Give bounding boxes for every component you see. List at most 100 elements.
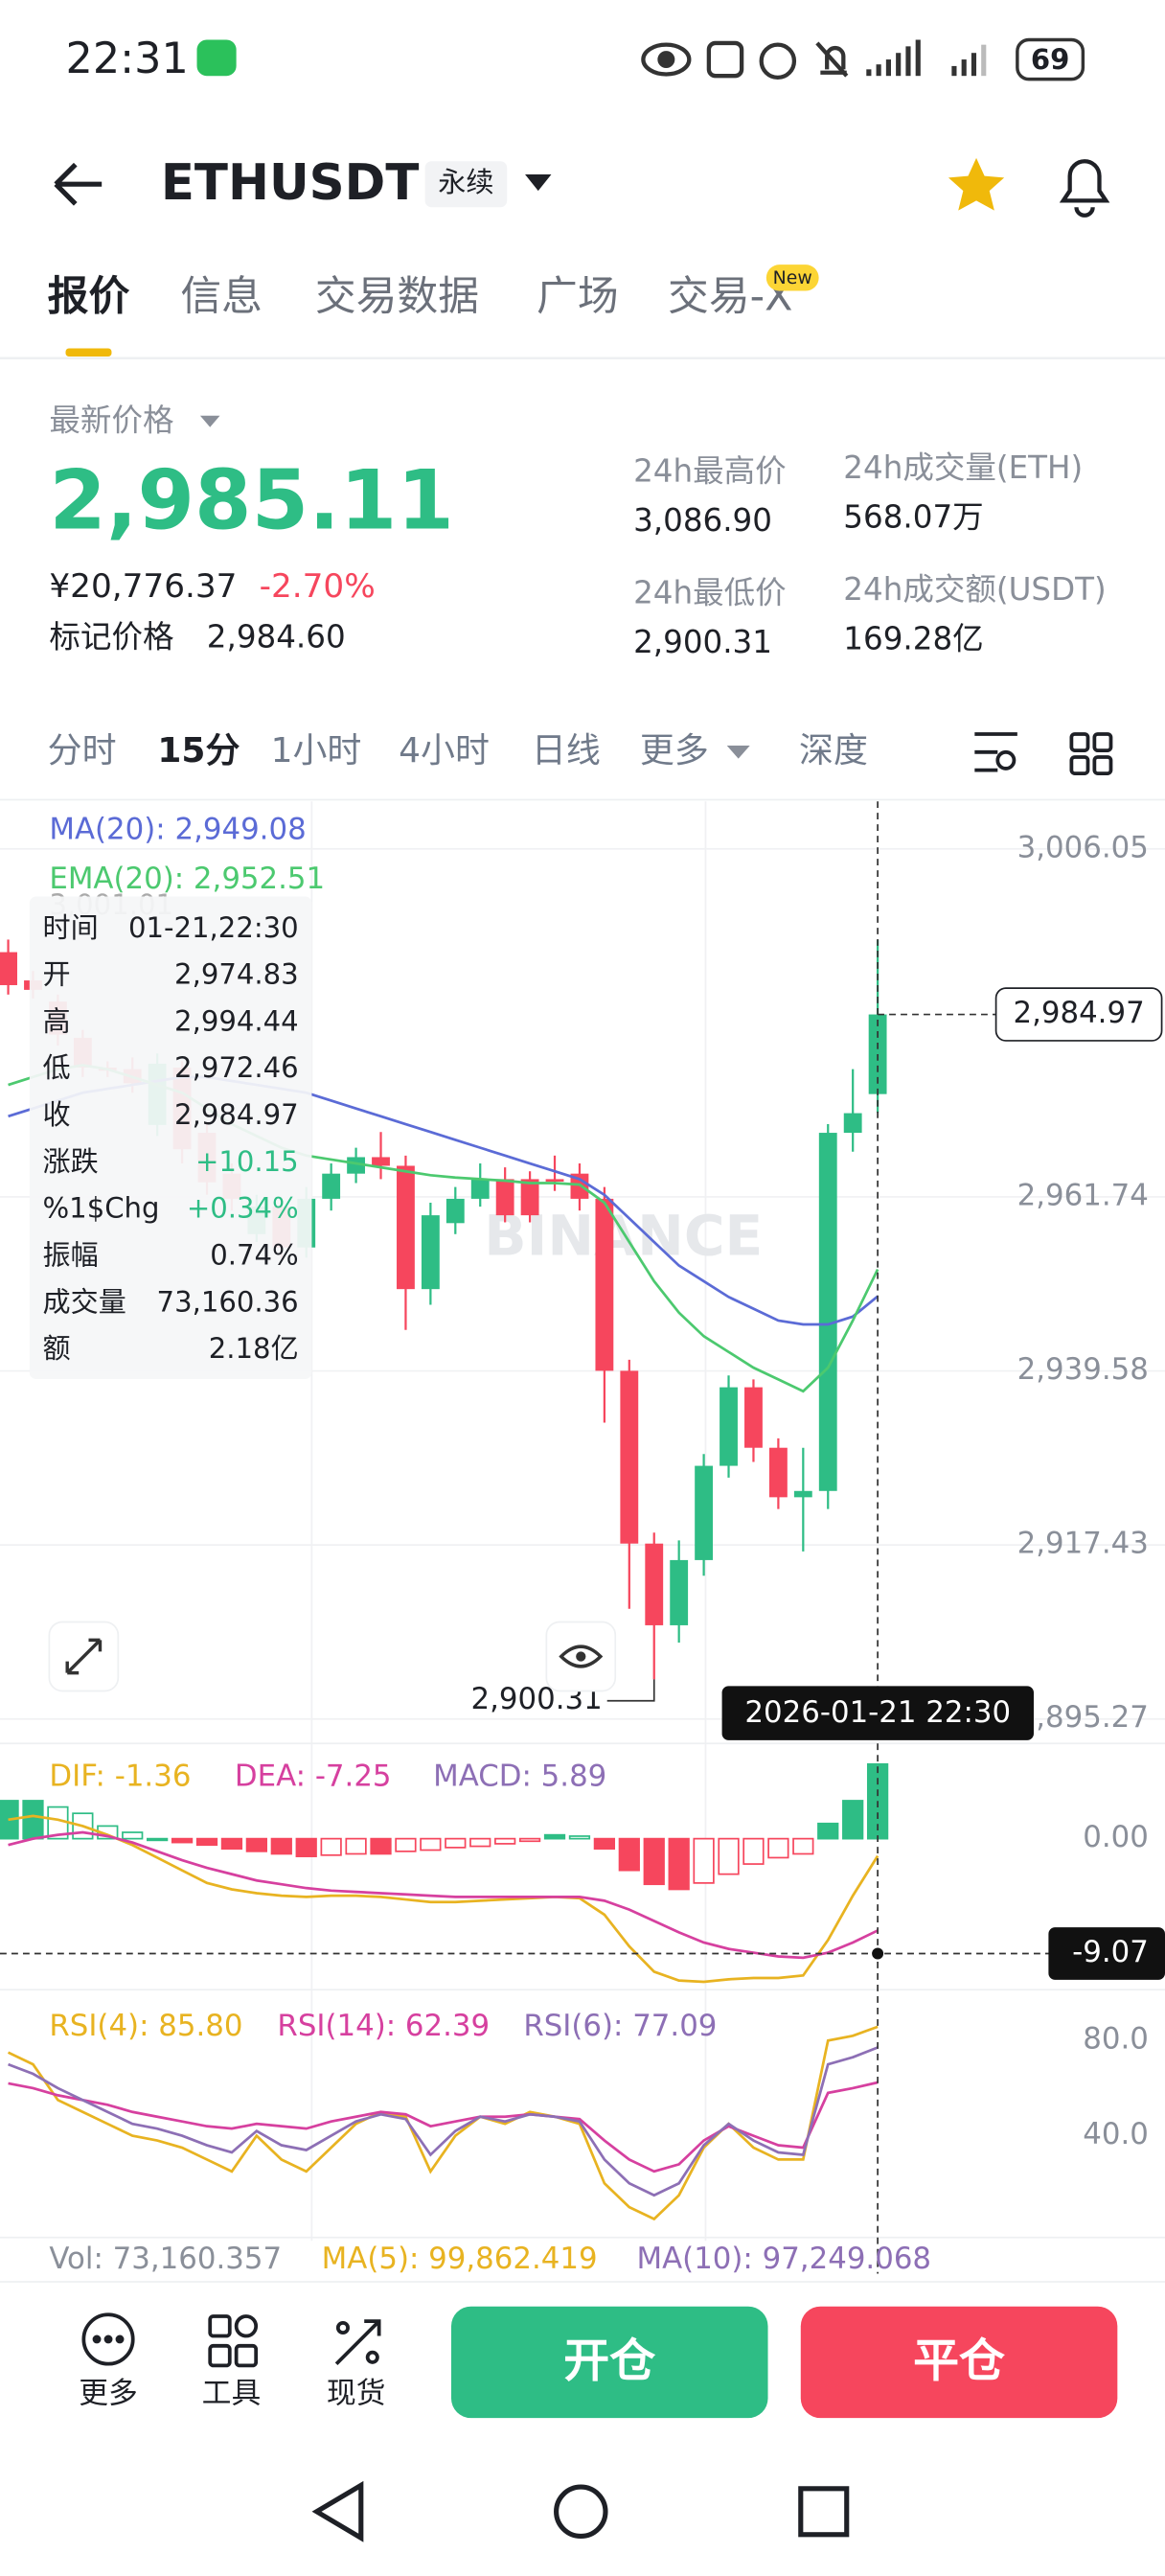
macd-bar — [147, 1837, 169, 1842]
candle-body — [347, 1157, 366, 1174]
symbol-dropdown[interactable] — [525, 173, 552, 192]
stat-label: 24h最高价 — [633, 453, 787, 490]
interval[interactable]: 4小时 — [399, 731, 490, 770]
price-tag — [994, 987, 1163, 1042]
interval[interactable]: 1小时 — [271, 731, 362, 770]
volume-legend: MA(5): 99,862.419 — [322, 2242, 598, 2276]
macd-bar — [220, 1837, 243, 1851]
stat-value: 568.07万 — [843, 499, 983, 536]
candle-body — [720, 1387, 738, 1466]
candle-body — [843, 1113, 862, 1134]
macd-bar — [22, 1800, 44, 1840]
tab[interactable]: 报价 — [48, 273, 130, 321]
macd-legend: DIF: -1.36 — [49, 1760, 191, 1794]
tooltip-label: 时间 — [43, 911, 99, 944]
macd-bar — [643, 1837, 665, 1886]
candle-body — [744, 1387, 763, 1448]
more-caret[interactable] — [726, 745, 750, 759]
tab[interactable]: 交易数据 — [315, 273, 479, 321]
stat-label: 24h成交额(USDT) — [843, 571, 1106, 608]
macd-bar — [395, 1837, 417, 1852]
contract-tag — [424, 161, 508, 208]
macd-bar — [270, 1837, 292, 1855]
rsi6-line — [8, 2046, 879, 2197]
fullscreen-icon — [65, 1638, 103, 1675]
back-button[interactable] — [54, 162, 103, 206]
macd-bar — [842, 1800, 864, 1840]
tab[interactable]: 信息 — [180, 273, 263, 321]
macd-bar — [195, 1837, 218, 1847]
macd-legend: DEA: -7.25 — [235, 1760, 392, 1794]
macd-bar — [420, 1837, 442, 1852]
dif-line — [8, 1814, 879, 1984]
tooltip-label: 高 — [43, 1004, 71, 1037]
wechat-icon — [196, 39, 237, 77]
nav-home[interactable] — [554, 2484, 608, 2540]
stat-value: 2,900.31 — [633, 624, 772, 660]
interval[interactable]: 深度 — [799, 731, 868, 770]
macd-bar — [543, 1833, 566, 1840]
overlay: 3,006.05 2,961.74 2,939.58 2,917.43 2,895.27… — [0, 801, 1165, 2276]
y-tick-label: 2,895.27 — [1017, 1700, 1149, 1735]
toolbar: 更多 工具 现货 — [79, 2377, 385, 2411]
interval[interactable]: 更多 — [640, 731, 709, 770]
nav-recent[interactable] — [798, 2486, 850, 2538]
candle-body — [372, 1157, 390, 1166]
stat-value: 169.28亿 — [843, 620, 983, 656]
candle-body — [645, 1543, 664, 1625]
favorite-star[interactable] — [948, 157, 1005, 211]
mark-price: 2,984.60 — [207, 619, 346, 656]
alert-bell[interactable] — [1059, 159, 1110, 218]
toolbar-label[interactable]: 现货 — [327, 2377, 386, 2411]
tooltip-label: 额 — [43, 1332, 71, 1365]
candle-body — [793, 1490, 812, 1498]
candle-body — [397, 1165, 415, 1290]
battery-level: 69 — [1031, 43, 1070, 76]
tooltip-value: 2,984.97 — [174, 1098, 299, 1131]
macd-bar — [295, 1837, 317, 1857]
tooltip-label: 低 — [43, 1051, 71, 1084]
nav-back[interactable] — [311, 2480, 364, 2542]
macd-bar — [122, 1831, 144, 1840]
tab[interactable]: 广场 — [537, 273, 619, 321]
layout-toggle[interactable] — [1069, 732, 1113, 775]
eye-pupil — [576, 1651, 586, 1662]
interval[interactable]: 15分 — [157, 731, 240, 770]
mark-price-label: 标记价格 — [49, 619, 173, 656]
price-label-caret[interactable] — [199, 415, 220, 427]
ma-legend: MA(20): 2,949.08 — [49, 813, 306, 847]
macd-bar — [469, 1837, 491, 1848]
stat-value: 3,086.90 — [633, 502, 772, 539]
close-button[interactable] — [800, 2306, 1118, 2419]
macd-bar — [494, 1837, 516, 1845]
rsi-tick-label: 80.0 — [1083, 2022, 1149, 2057]
new-badge-bg — [765, 264, 819, 291]
candle-body — [545, 1179, 564, 1182]
tooltip-label: %1$Chg — [43, 1192, 160, 1225]
tooltip-label: 涨跌 — [43, 1145, 99, 1178]
toolbar-label[interactable]: 更多 — [79, 2377, 138, 2411]
stat-label: 24h最低价 — [633, 574, 787, 610]
toolbar-icons — [81, 2312, 381, 2368]
contract-type: 永续 — [438, 166, 493, 198]
crosshair-dot — [872, 1947, 884, 1960]
tabs: 报价 信息 交易数据 广场 交易-X — [48, 273, 793, 321]
rsi-tick-label: 40.0 — [1083, 2117, 1149, 2151]
interval[interactable]: 分时 — [48, 731, 117, 770]
tooltip-label: 成交量 — [43, 1285, 126, 1318]
chart-settings[interactable] — [974, 732, 1017, 772]
time-tag — [721, 1686, 1034, 1740]
macd-bar — [693, 1837, 715, 1884]
open-button[interactable] — [450, 2306, 768, 2419]
interval[interactable]: 日线 — [532, 731, 601, 770]
symbol[interactable]: ETHUSDT — [161, 154, 420, 212]
y-tick-label: 2,939.58 — [1017, 1352, 1149, 1387]
stat-label: 24h成交量(ETH) — [843, 449, 1083, 486]
candle-body — [470, 1179, 490, 1199]
toolbar-label[interactable]: 工具 — [202, 2377, 262, 2411]
candle-body — [768, 1447, 788, 1498]
candle-body — [0, 952, 17, 985]
open-label: 开仓 — [563, 2334, 655, 2388]
macd-bar — [171, 1837, 194, 1844]
